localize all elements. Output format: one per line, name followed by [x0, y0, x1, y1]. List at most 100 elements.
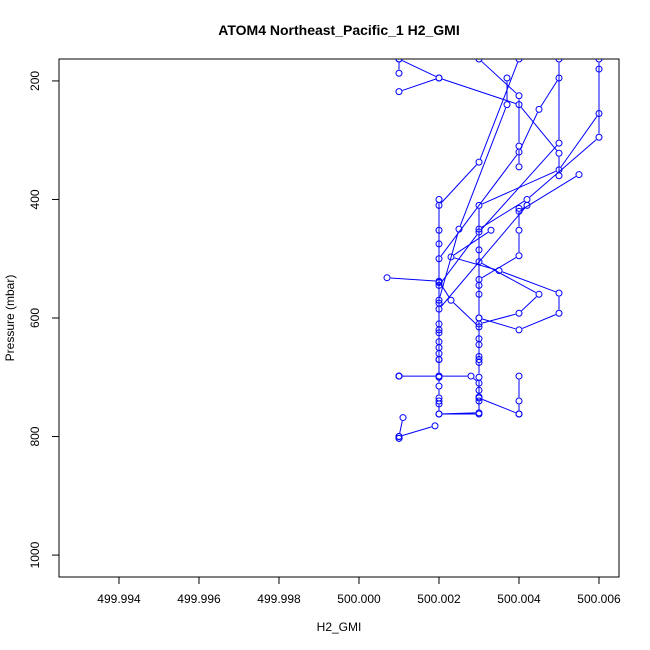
data-point	[515, 326, 523, 334]
x-axis-label: H2_GMI	[317, 620, 362, 634]
x-tick-label: 500.000	[337, 592, 381, 606]
series-20	[515, 372, 523, 418]
data-point	[435, 410, 443, 418]
y-axis-label: Pressure (mbar)	[3, 275, 17, 362]
data-point	[475, 353, 483, 361]
series-segment	[442, 412, 476, 415]
data-point	[435, 74, 443, 82]
series-segment	[481, 262, 537, 294]
series-segment	[481, 145, 557, 230]
data-point	[475, 409, 483, 417]
series-segment	[402, 78, 436, 91]
data-point	[435, 277, 443, 285]
x-tick-label: 500.006	[577, 592, 621, 606]
series-segment	[479, 62, 519, 159]
series-segment	[521, 296, 537, 312]
data-point	[395, 372, 403, 380]
series-segment	[453, 231, 489, 256]
data-point	[435, 320, 443, 328]
data-point	[535, 105, 543, 113]
series-segment	[390, 277, 436, 282]
x-axis: 499.994 499.996 499.998 500.000 500.002 500.0…	[97, 577, 621, 606]
data-point	[575, 171, 583, 179]
x-tick-label: 499.996	[177, 592, 221, 606]
data-point	[515, 372, 523, 380]
data-point	[395, 434, 403, 442]
series-segment	[521, 176, 577, 210]
data-point	[399, 414, 407, 422]
data-point	[555, 149, 563, 157]
data-point	[435, 195, 443, 203]
series-8	[475, 59, 603, 298]
series-segment	[481, 61, 517, 94]
data-point	[475, 258, 483, 266]
data-point	[515, 148, 523, 156]
series-segment	[540, 80, 558, 107]
data-point	[475, 341, 483, 349]
series-segment	[440, 154, 518, 257]
series-segment	[439, 232, 459, 297]
series-segment	[473, 378, 477, 382]
y-tick-label: 800	[28, 426, 42, 446]
chart-title: ATOM4 Northeast_Pacific_1 H2_GMI	[218, 22, 459, 38]
series-layer	[383, 59, 603, 442]
series-24	[475, 355, 483, 401]
series-segment	[454, 257, 496, 271]
data-point	[523, 195, 531, 203]
series-segment	[560, 116, 598, 168]
series-7	[475, 65, 603, 322]
data-point	[435, 329, 443, 337]
data-point	[435, 382, 443, 390]
data-point	[475, 246, 483, 254]
series-segment	[529, 139, 597, 198]
data-point	[595, 133, 603, 141]
data-point	[435, 397, 443, 405]
data-point	[555, 59, 563, 63]
y-tick-label: 1000	[28, 541, 42, 568]
series-1	[395, 59, 403, 77]
y-tick-label: 600	[28, 308, 42, 328]
series-5	[435, 74, 511, 363]
series-0	[395, 59, 443, 96]
y-tick-label: 400	[28, 189, 42, 209]
series-21	[435, 397, 483, 418]
data-point	[515, 252, 523, 260]
series-segment	[522, 314, 556, 329]
data-point	[475, 281, 483, 289]
data-point	[515, 59, 523, 63]
data-point	[395, 88, 403, 96]
data-point	[515, 204, 523, 212]
data-point	[555, 309, 563, 317]
series-segment	[520, 107, 558, 151]
data-point	[503, 74, 511, 82]
data-point	[475, 393, 483, 401]
data-point	[435, 355, 443, 363]
data-point	[431, 422, 439, 430]
y-axis: 200 400 600 800 1000	[28, 71, 59, 568]
series-15	[475, 246, 543, 349]
series-segment	[440, 207, 526, 307]
y-tick-label: 200	[28, 71, 42, 91]
series-14	[383, 274, 483, 361]
data-point	[475, 355, 483, 363]
data-point	[475, 228, 483, 236]
data-point	[515, 163, 523, 171]
data-point	[475, 158, 483, 166]
data-point	[435, 372, 443, 380]
data-point	[395, 59, 403, 63]
data-point	[475, 290, 483, 298]
data-point	[475, 397, 483, 405]
data-point	[447, 253, 455, 261]
data-point	[515, 410, 523, 418]
series-segment	[402, 426, 432, 436]
data-point	[383, 274, 391, 282]
series-2	[435, 74, 563, 180]
series-13	[447, 226, 563, 366]
series-segment	[440, 284, 450, 298]
data-point	[475, 314, 483, 322]
series-23	[395, 422, 439, 442]
data-point	[515, 309, 523, 317]
data-point	[515, 226, 523, 234]
data-point	[475, 320, 483, 328]
data-point	[555, 139, 563, 147]
